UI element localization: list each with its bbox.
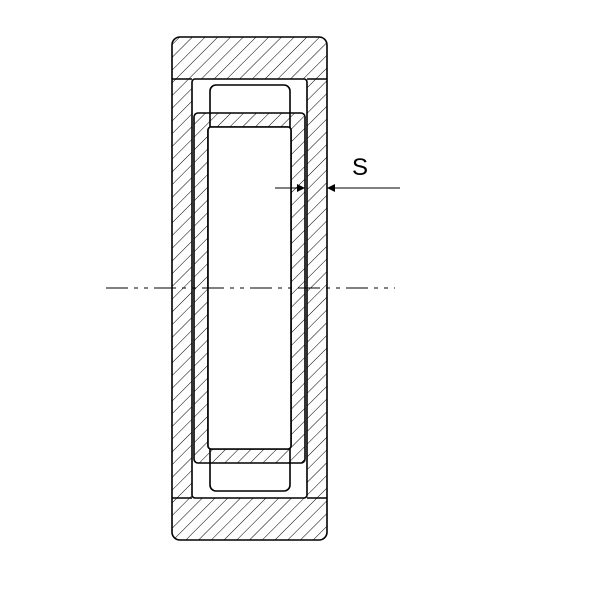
- bearing-diagram: S: [0, 0, 600, 600]
- dimension-s-label: S: [352, 154, 368, 181]
